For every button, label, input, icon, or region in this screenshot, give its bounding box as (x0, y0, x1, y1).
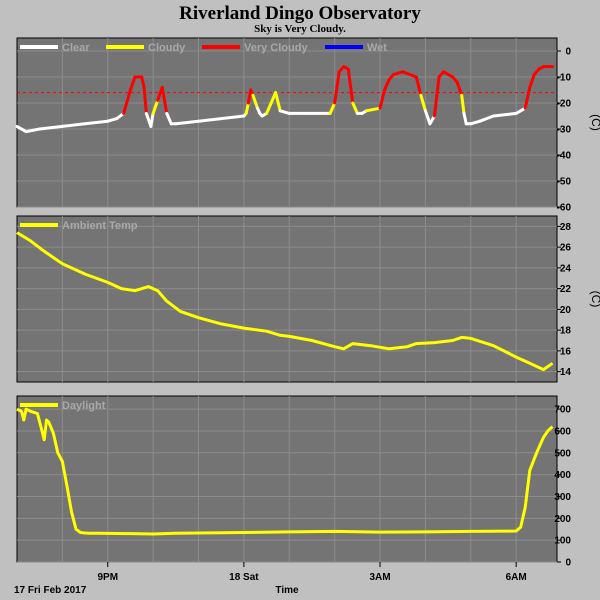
y-tick-label: -50 (557, 177, 572, 188)
sky-temp-segment (392, 70, 405, 76)
sky-temp-segment (351, 101, 359, 115)
sky-temp-segment (383, 78, 391, 92)
y-tick-label: 0 (565, 558, 571, 569)
y-tick-label: 24 (560, 263, 572, 274)
page-title: Riverland Dingo Observatory (179, 3, 421, 24)
y-tick-label: 20 (560, 305, 572, 316)
sky-temp-segment (219, 114, 246, 121)
sky-temp-segment (528, 72, 536, 89)
y-unit-label: (C) (589, 114, 600, 131)
y-tick-label: 16 (560, 346, 572, 357)
y-tick-label: 600 (554, 426, 571, 437)
sky-temp-segment (24, 127, 42, 134)
plot-area (16, 215, 558, 383)
y-tick-label: -30 (557, 125, 572, 136)
sky-temp-segment (523, 85, 532, 110)
sky-temp-segment (15, 124, 28, 134)
sky-temp-segment (428, 114, 436, 126)
daylight-line (16, 407, 554, 536)
y-tick-label: 300 (554, 492, 571, 503)
sky-temp-segment (491, 111, 518, 118)
sky-temp-segment (174, 119, 201, 126)
sky-temp-segment (423, 109, 432, 126)
y-tick-label: 22 (560, 284, 572, 295)
sky-temp-segment (38, 124, 64, 131)
sky-temperature-panel: 0 -10 -20 -30 -40 -50 -60 (C) Clear Cloudy Very Cl… (15, 37, 600, 214)
page-subtitle: Sky is Very Cloudy. (254, 23, 346, 35)
sky-temp-segment (346, 67, 355, 105)
y-tick-label: -40 (557, 151, 572, 162)
sky-temp-segment (197, 117, 223, 123)
sky-temp-segment (83, 119, 110, 126)
y-tick-label: 100 (554, 536, 571, 547)
legend-label: Daylight (62, 400, 106, 412)
ambient-temperature-panel: 28 26 24 22 20 18 16 14 (C) Ambient Temp (16, 215, 600, 383)
sky-temp-segment (274, 91, 282, 113)
sky-temp-segment (419, 93, 427, 113)
y-tick-label: 500 (554, 448, 571, 459)
y-tick-label: -10 (557, 73, 572, 84)
sky-temp-segment (122, 88, 132, 115)
sky-temp-segment (140, 75, 146, 89)
plot-area (16, 395, 558, 563)
ambient-temp-line (16, 231, 554, 372)
y-unit-label: (C) (589, 291, 600, 308)
x-tick-label: 6AM (506, 572, 527, 583)
y-tick-label: -20 (557, 99, 572, 110)
daylight-panel: 700 600 500 400 300 200 100 0 Daylight (16, 395, 571, 569)
sky-temp-segment (514, 106, 527, 115)
sky-temp-segment (60, 122, 87, 128)
sky-temp-segment (160, 85, 169, 115)
y-tick-label: 200 (554, 514, 571, 525)
y-tick-label: 400 (554, 470, 571, 481)
sky-temp-segment (149, 111, 155, 128)
sky-temp-segment (265, 101, 273, 115)
sky-temp-segment (455, 80, 464, 97)
y-tick-label: -60 (557, 203, 572, 214)
legend-label: Very Cloudy (244, 42, 308, 54)
x-tick-label: 18 Sat (229, 572, 259, 583)
x-tick-label: 3AM (369, 572, 390, 583)
sky-temp-segment (251, 93, 260, 110)
sky-temp-segment (106, 117, 119, 123)
sky-temp-segment (469, 119, 482, 126)
date-label: 17 Fri Feb 2017 (14, 585, 87, 596)
sky-temp-segment (328, 101, 337, 115)
sky-temp-segment (462, 111, 468, 126)
sky-temp-segment (414, 75, 423, 97)
sky-temp-segment (460, 93, 466, 115)
legend-label: Cloudy (148, 42, 186, 54)
legend-label: Wet (367, 42, 387, 54)
y-tick-label: 18 (560, 326, 572, 337)
y-tick-label: 0 (565, 47, 571, 58)
x-tick-label: 9PM (97, 572, 118, 583)
sky-temp-segment (378, 88, 387, 110)
sky-temp-segment (128, 75, 137, 92)
x-axis-title: Time (275, 585, 299, 596)
y-tick-label: 700 (554, 405, 571, 416)
x-axis: 9PM 18 Sat 3AM 6AM (97, 562, 527, 583)
sky-temp-segment (151, 98, 160, 115)
legend-label: Ambient Temp (62, 220, 138, 232)
y-tick-label: 14 (560, 367, 572, 378)
legend-label: Clear (62, 42, 90, 54)
sky-temp-segment (333, 70, 341, 105)
sky-temp-segment (478, 114, 495, 123)
sky-temp-segment (364, 106, 382, 113)
sky-temp-segment (142, 85, 148, 115)
y-tick-label: 26 (560, 243, 572, 254)
sky-temp-segment (244, 101, 250, 115)
y-tick-label: 28 (560, 222, 572, 233)
sky-temp-segment (432, 75, 441, 118)
sky-temp-segment (165, 111, 173, 126)
sky-temp-segment (401, 70, 418, 79)
sky-temp-segment (278, 109, 291, 115)
